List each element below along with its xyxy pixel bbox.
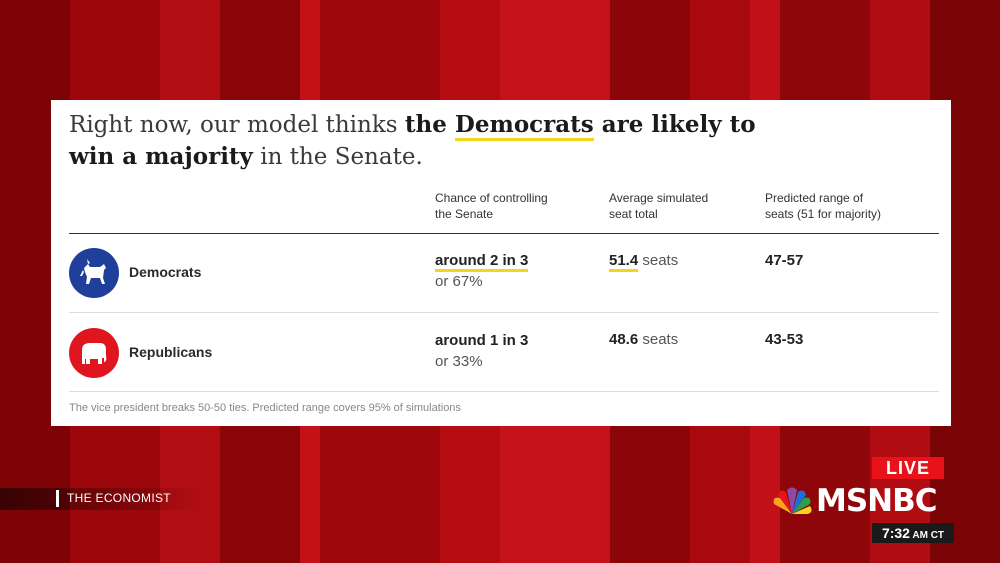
seats-democrats: 51.4 seats <box>609 252 679 272</box>
source-bar <box>0 488 200 510</box>
chance-main: around 2 in 3 <box>435 252 529 272</box>
donkey-icon <box>69 248 119 298</box>
header-divider <box>69 233 939 234</box>
row-divider <box>69 312 939 313</box>
column-header-range: Predicted range of seats (51 for majorit… <box>765 191 882 221</box>
source-label: THE ECONOMIST <box>67 491 171 505</box>
column-header-seats: Average simulated seat total <box>609 191 709 221</box>
headline-party: Democrats <box>454 111 594 141</box>
seats-number: 48.6 <box>609 331 639 348</box>
clock: 7:32 AM CT <box>872 523 954 543</box>
headline: Right now, our model thinks the Democrat… <box>69 109 769 173</box>
seats-unit: seats <box>638 252 679 269</box>
party-name-democrats: Democrats <box>129 264 202 280</box>
chance-percent: or 33% <box>435 353 483 370</box>
chance-republicans: around 1 in 3 or 33% <box>435 330 528 372</box>
chance-main: around 1 in 3 <box>435 332 529 349</box>
elephant-icon <box>69 328 119 378</box>
seats-number: 51.4 <box>609 252 639 272</box>
headline-suffix: in the Senate. <box>252 144 423 170</box>
clock-time: 7:32 <box>881 525 910 541</box>
footnote: The vice president breaks 50-50 ties. Pr… <box>69 402 461 414</box>
headline-prefix: Right now, our model thinks <box>69 112 405 138</box>
party-name-republicans: Republicans <box>129 344 213 360</box>
seats-republicans: 48.6 seats <box>609 331 678 348</box>
chance-democrats: around 2 in 3 or 67% <box>435 250 529 292</box>
range-republicans: 43-53 <box>765 331 804 348</box>
forecast-card: Right now, our model thinks the Democrat… <box>51 100 951 426</box>
column-header-chance: Chance of controlling the Senate <box>435 191 548 221</box>
seats-unit: seats <box>638 331 679 348</box>
network-name: MSNBC <box>816 483 937 519</box>
headline-bold-rest: are likely to win a majority <box>69 111 756 170</box>
chance-percent: or 67% <box>435 273 483 290</box>
row-divider <box>69 391 939 392</box>
headline-bold-the: the <box>404 111 455 138</box>
peacock-icon <box>773 487 812 514</box>
source-tick <box>56 490 59 507</box>
live-badge: LIVE <box>872 457 944 479</box>
range-democrats: 47-57 <box>765 252 804 269</box>
clock-ampm: AM CT <box>909 530 945 541</box>
